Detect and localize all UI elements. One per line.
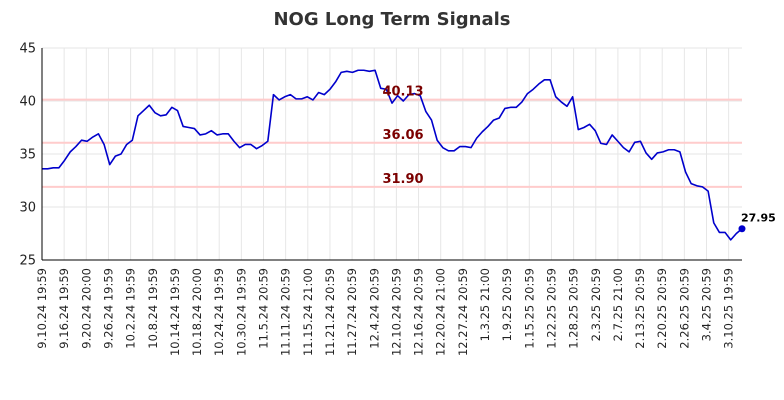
chart-title: NOG Long Term Signals xyxy=(273,9,510,30)
y-tick-label: 40 xyxy=(19,95,36,110)
x-tick-label: 9.16.24 19:59 xyxy=(57,268,71,349)
x-tick-label: 2.7.25 21:00 xyxy=(611,268,625,341)
price-series xyxy=(42,69,746,241)
x-tick-label: 2.13.25 20:59 xyxy=(633,268,647,349)
signal-levels xyxy=(42,98,742,188)
x-tick-label: 12.27.24 20:59 xyxy=(456,268,470,356)
x-tick-label: 10.8.24 19:59 xyxy=(146,268,160,349)
x-tick-label: 12.4.24 20:59 xyxy=(367,268,381,349)
x-tick-label: 3.4.25 20:59 xyxy=(700,268,714,341)
y-tick-label: 25 xyxy=(19,254,36,269)
y-tick-label: 35 xyxy=(19,148,36,163)
x-tick-label: 12.16.24 20:59 xyxy=(412,268,426,356)
axes: 25 30 35 40 45 9.10.24 19:59 9.16.24 19:59 9.20… xyxy=(19,42,742,356)
price-line xyxy=(42,69,743,241)
x-tick-label: 2.3.25 20:59 xyxy=(589,268,603,341)
x-tick-label: 1.15.25 20:59 xyxy=(522,268,536,349)
x-tick-label: 2.26.25 20:59 xyxy=(677,268,691,349)
x-tick-label: 11.11.24 20:59 xyxy=(279,268,293,356)
x-tick-label: 1.3.25 21:00 xyxy=(478,268,492,341)
grid xyxy=(41,47,742,261)
x-tick-label: 11.15.24 21:00 xyxy=(301,268,315,356)
x-tick-label: 12.20.24 21:00 xyxy=(434,268,448,356)
last-point-marker xyxy=(738,225,746,233)
x-tick-label: 9.10.24 19:59 xyxy=(35,268,49,349)
x-tick-label: 3.10.25 19:59 xyxy=(722,268,736,349)
signal-level-label: 31.90 xyxy=(382,172,423,187)
x-tick-label: 1.9.25 20:59 xyxy=(500,268,514,341)
x-tick-label: 10.14.24 19:59 xyxy=(168,268,182,356)
x-tick-label: 10.24.24 19:59 xyxy=(212,268,226,356)
x-tick-label: 1.28.25 20:59 xyxy=(567,268,581,349)
x-tick-label: 9.20.24 20:00 xyxy=(79,268,93,349)
x-tick-label: 1.22.25 20:59 xyxy=(544,268,558,349)
x-tick-label: 10.2.24 19:59 xyxy=(124,268,138,349)
x-tick-label: 11.5.24 20:59 xyxy=(257,268,271,349)
x-tick-label: 2.20.25 20:59 xyxy=(655,268,669,349)
y-tick-label: 30 xyxy=(19,201,36,216)
y-tick-label: 45 xyxy=(19,42,36,57)
x-tick-label: 10.30.24 19:59 xyxy=(234,268,248,356)
x-tick-label: 12.10.24 20:59 xyxy=(389,268,403,356)
x-tick-label: 9.26.24 19:59 xyxy=(101,268,115,349)
x-tick-label: 10.18.24 20:00 xyxy=(190,268,204,356)
last-value-label: 27.95 xyxy=(741,212,776,225)
x-tick-label: 11.21.24 20:59 xyxy=(323,268,337,356)
signal-level-label: 40.13 xyxy=(382,85,423,100)
x-tick-label: 11.27.24 20:59 xyxy=(345,268,359,356)
chart-labels: 40.13 36.06 31.90 27.95 xyxy=(382,85,775,225)
signal-level-label: 36.06 xyxy=(382,128,423,143)
